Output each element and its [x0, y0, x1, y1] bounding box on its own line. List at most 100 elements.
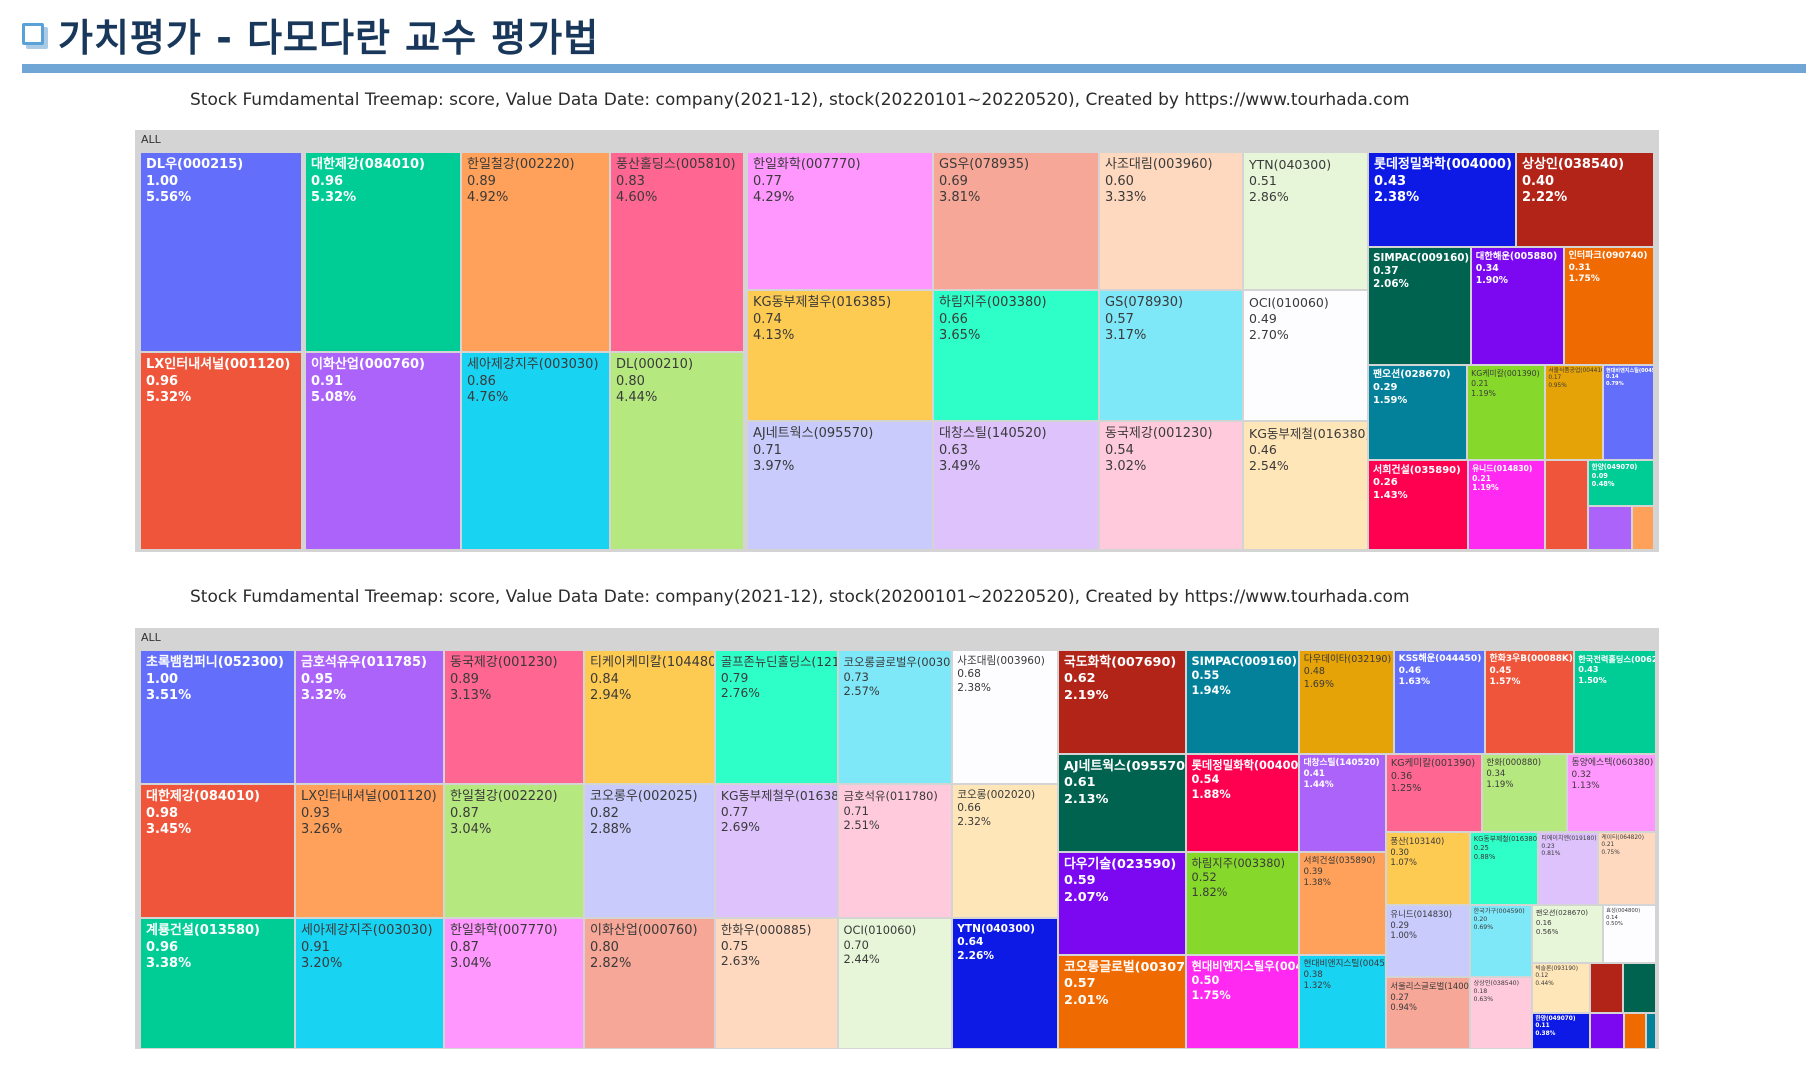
treemap-tile[interactable]: KSS해운(044450) 0.46 1.63% — [1395, 651, 1484, 753]
tile-name: 하림지주(003380) — [1191, 856, 1286, 870]
treemap-tile[interactable]: 대창스틸(140520) 0.63 3.49% — [934, 422, 1098, 549]
treemap-tile[interactable]: 서울리스글로벌(140070)0.270.94% — [1387, 978, 1469, 1048]
treemap-tile[interactable]: KG동부제철우(016385) 0.74 4.13% — [748, 291, 932, 420]
treemap-tile[interactable]: 빅솔론(093190) 0.12 0.44% — [1533, 964, 1589, 1012]
treemap-tile[interactable]: 인터파크(090740) 0.31 1.75% — [1565, 248, 1653, 364]
treemap-tile[interactable]: 한일화학(007770) 0.77 4.29% — [748, 153, 932, 289]
treemap-tile[interactable]: 유니드(014830) 0.29 1.00% — [1387, 906, 1469, 976]
treemap-tile[interactable]: 금호석유우(011785) 0.95 3.32% — [296, 651, 443, 783]
treemap-tile[interactable]: 대한해운(005880) 0.34 1.90% — [1472, 248, 1563, 364]
treemap-tile[interactable]: KG동부제철(016380) 0.46 2.54% — [1244, 422, 1367, 549]
treemap-tile[interactable]: 사조대림(003960) 0.60 3.33% — [1100, 153, 1242, 289]
tile-score: 0.12 — [1535, 973, 1549, 980]
treemap-root-label[interactable]: ALL — [141, 133, 161, 146]
treemap-tile[interactable]: KG케미칼(001390) 0.36 1.25% — [1387, 755, 1481, 831]
treemap-tile[interactable]: 코오롱우(002025) 0.82 2.88% — [585, 785, 714, 917]
treemap-tile[interactable]: 상상인(038540) 0.18 0.63% — [1471, 978, 1531, 1048]
treemap-tile[interactable]: DL(000210) 0.80 4.44% — [611, 353, 743, 549]
treemap-tile[interactable] — [1591, 1014, 1623, 1048]
treemap-tile[interactable]: 한일철강(002220) 0.87 3.04% — [445, 785, 583, 917]
treemap-tile[interactable] — [1546, 461, 1587, 549]
tile-score: 0.45 — [1489, 665, 1512, 676]
treemap-tile[interactable]: 금호석유(011780) 0.71 2.51% — [839, 785, 951, 917]
treemap-tile[interactable]: 한일철강(002220) 0.89 4.92% — [462, 153, 609, 351]
treemap-tile[interactable]: 한일화학(007770) 0.87 3.04% — [445, 919, 583, 1048]
treemap-tile[interactable]: 이화산업(000760) 0.80 2.82% — [585, 919, 714, 1048]
treemap-tile[interactable]: OCI(010060) 0.49 2.70% — [1244, 291, 1367, 420]
treemap-tile[interactable]: 롯데정밀화학(004000) 0.43 2.38% — [1369, 153, 1515, 246]
treemap-tile[interactable]: 세아제강지주(003030) 0.86 4.76% — [462, 353, 609, 549]
treemap-tile[interactable]: 롯데정밀화학(004000)0.541.88% — [1187, 755, 1298, 851]
treemap-tile[interactable]: 하림지주(003380) 0.52 1.82% — [1187, 853, 1298, 954]
treemap-tile[interactable]: 유니드(014830) 0.21 1.19% — [1469, 461, 1544, 549]
treemap-tile[interactable]: KG동부제철우(016385)0.772.69% — [716, 785, 837, 917]
treemap-tile[interactable]: 팬오션(028670) 0.29 1.59% — [1369, 366, 1466, 459]
tile-percent: 2.54% — [1249, 458, 1289, 473]
treemap-tile[interactable]: 동국제강(001230) 0.89 3.13% — [445, 651, 583, 783]
treemap-root-label[interactable]: ALL — [141, 631, 161, 644]
tile-percent: 1.32% — [1303, 981, 1332, 992]
treemap-tile[interactable]: 상상인(038540) 0.40 2.22% — [1517, 153, 1653, 246]
treemap-tile[interactable]: GS(078930) 0.57 3.17% — [1100, 291, 1242, 420]
treemap-tile[interactable]: 케이티(064820) 0.21 0.75% — [1599, 833, 1655, 904]
treemap-tile[interactable]: 코오롱(002020) 0.66 2.32% — [953, 785, 1057, 917]
treemap-tile[interactable]: 서희건설(035890) 0.26 1.43% — [1369, 461, 1467, 549]
treemap-tile[interactable]: 대한제강(084010) 0.96 5.32% — [306, 153, 460, 351]
treemap-tile[interactable]: 티케이케미칼(104480) 0.84 2.94% — [585, 651, 714, 783]
treemap-tile[interactable]: 팬오션(028670) 0.16 0.56% — [1533, 906, 1602, 962]
treemap-tile[interactable]: 한화우(000885) 0.75 2.63% — [716, 919, 837, 1048]
treemap-tile[interactable]: 계룡건설(013580) 0.96 3.38% — [141, 919, 294, 1048]
treemap-tile[interactable]: 한양(049070) 0.11 0.38% — [1533, 1014, 1589, 1048]
treemap-tile[interactable]: 효성(004800) 0.14 0.50% — [1604, 906, 1655, 962]
treemap-tile[interactable]: 골프존뉴딘홀딩스(121440)0.792.76% — [716, 651, 837, 783]
treemap-tile[interactable]: 한양(049070) 0.09 0.48% — [1589, 461, 1653, 505]
treemap-tile[interactable]: 풍산홀딩스(005810) 0.83 4.60% — [611, 153, 743, 351]
treemap-tile[interactable]: 다우기술(023590) 0.59 2.07% — [1059, 853, 1185, 954]
treemap-tile[interactable]: 티에이치엔(019180) 0.23 0.81% — [1539, 833, 1597, 904]
tile-score: 0.73 — [843, 669, 869, 684]
treemap-tile[interactable] — [1591, 964, 1622, 1012]
treemap-tile[interactable]: 하림지주(003380) 0.66 3.65% — [934, 291, 1098, 420]
treemap-tile[interactable]: 서울식품공업(004410) 0.17 0.95% — [1546, 366, 1602, 459]
treemap-tile[interactable]: 대창스틸(140520) 0.41 1.44% — [1300, 755, 1385, 851]
treemap-tile[interactable] — [1589, 507, 1631, 549]
treemap-tile[interactable]: DL우(000215) 1.00 5.56% — [141, 153, 301, 351]
treemap-tile[interactable]: 한화(000880) 0.34 1.19% — [1483, 755, 1566, 831]
treemap-tile[interactable]: 현대비앤지스틸(004560)0.140.79% — [1604, 366, 1653, 459]
treemap-tile[interactable]: 대한제강(084010) 0.98 3.45% — [141, 785, 294, 917]
treemap-tile[interactable]: OCI(010060) 0.70 2.44% — [839, 919, 951, 1048]
treemap-tile[interactable] — [1647, 1014, 1655, 1048]
treemap-tile[interactable]: 동국제강(001230) 0.54 3.02% — [1100, 422, 1242, 549]
treemap-tile[interactable]: LX인터내셔널(001120) 0.93 3.26% — [296, 785, 443, 917]
treemap-tile[interactable]: KG케미칼(001390) 0.21 1.19% — [1468, 366, 1544, 459]
treemap-tile[interactable]: 서희건설(035890) 0.39 1.38% — [1300, 853, 1385, 954]
treemap-tile[interactable]: SIMPAC(009160) 0.37 2.06% — [1369, 248, 1470, 364]
treemap-tile[interactable] — [1624, 964, 1655, 1012]
treemap-tile[interactable]: SIMPAC(009160) 0.55 1.94% — [1187, 651, 1298, 753]
treemap-tile[interactable] — [1633, 507, 1653, 549]
treemap-tile[interactable]: AJ네트웍스(095570) 0.61 2.13% — [1059, 755, 1185, 851]
treemap-tile[interactable]: 세아제강지주(003030) 0.91 3.20% — [296, 919, 443, 1048]
treemap-tile[interactable]: KG동부제철(016380) 0.25 0.88% — [1471, 833, 1537, 904]
treemap-tile[interactable]: 사조대림(003960) 0.68 2.38% — [953, 651, 1057, 783]
treemap-tile[interactable]: LX인터내셔널(001120) 0.96 5.32% — [141, 353, 301, 549]
treemap-tile[interactable]: 동양에스텍(060380) 0.32 1.13% — [1568, 755, 1655, 831]
treemap-tile[interactable]: 코오롱글로벌우(003075)0.732.57% — [839, 651, 951, 783]
treemap-tile[interactable]: 한국가구(004590) 0.20 0.69% — [1471, 906, 1531, 976]
treemap-tile[interactable]: 이화산업(000760) 0.91 5.08% — [306, 353, 460, 549]
treemap-tile[interactable]: 현대비앤지스틸(004560)0.381.32% — [1300, 956, 1385, 1048]
tile-score: 0.27 — [1390, 991, 1410, 1002]
treemap-tile[interactable]: YTN(040300) 0.64 2.26% — [953, 919, 1057, 1048]
treemap-tile[interactable]: 한화3우B(00088K) 0.45 1.57% — [1486, 651, 1573, 753]
treemap-tile[interactable]: YTN(040300) 0.51 2.86% — [1244, 153, 1367, 289]
treemap-tile[interactable]: GS우(078935) 0.69 3.81% — [934, 153, 1098, 289]
treemap-tile[interactable]: 다우데이타(032190) 0.48 1.69% — [1300, 651, 1393, 753]
treemap-tile[interactable] — [1625, 1014, 1645, 1048]
treemap-tile[interactable]: 한국전력홀딩스(006200)0.431.50% — [1575, 651, 1655, 753]
treemap-tile[interactable]: 현대비앤지스틸우(004565)0.501.75% — [1187, 956, 1298, 1048]
treemap-tile[interactable]: AJ네트웍스(095570) 0.71 3.97% — [748, 422, 932, 549]
treemap-tile[interactable]: 초록뱀컴퍼니(052300) 1.00 3.51% — [141, 651, 294, 783]
treemap-tile[interactable]: 국도화학(007690) 0.62 2.19% — [1059, 651, 1185, 753]
treemap-tile[interactable]: 풍산(103140) 0.30 1.07% — [1387, 833, 1469, 904]
